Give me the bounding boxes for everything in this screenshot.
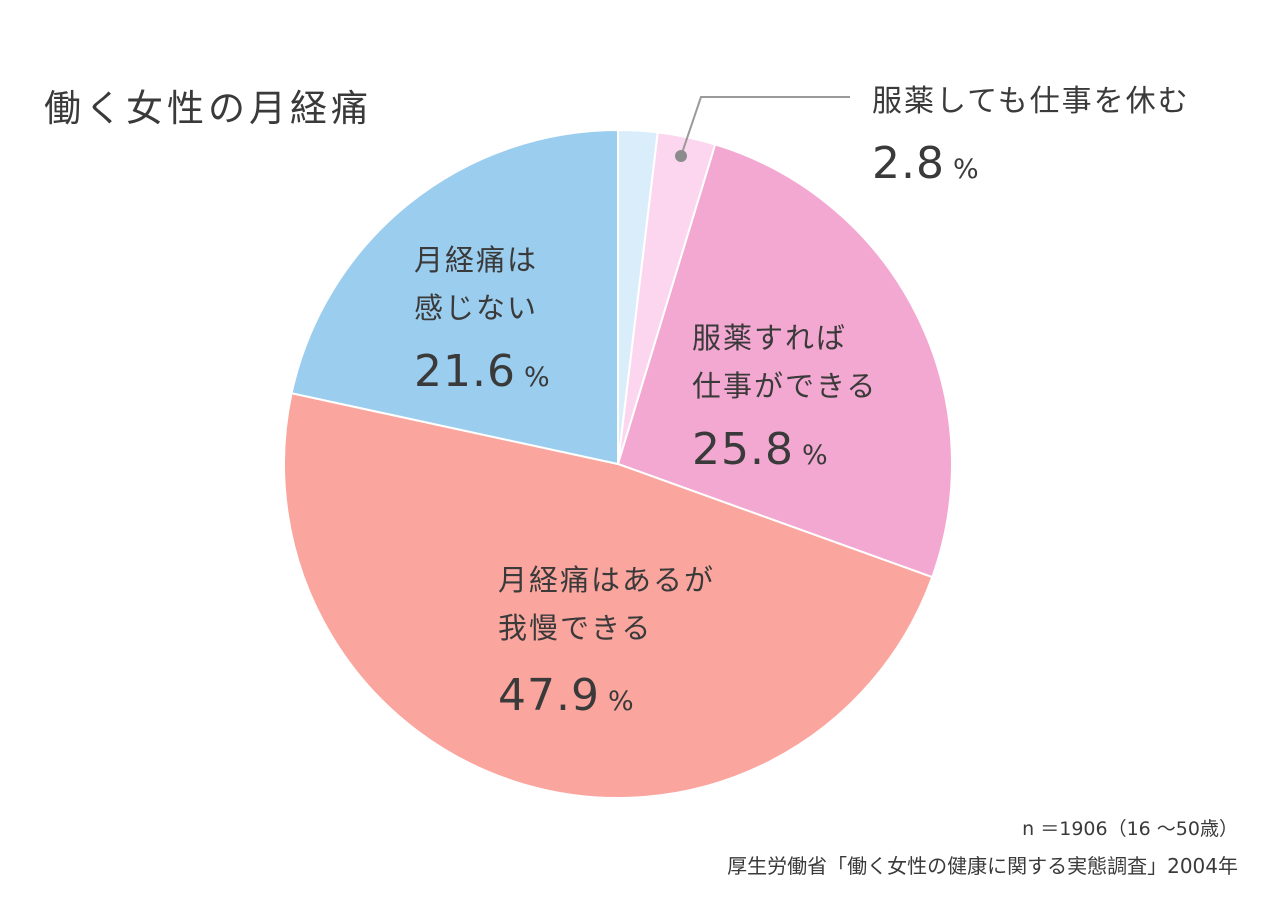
sample-size-note: n ＝1906（16 〜50歳）	[1022, 818, 1238, 840]
leader-line-group	[675, 96, 850, 162]
value-number: 21.6	[414, 346, 516, 397]
slice-label-work-with-medicine-line1: 服薬すれば	[692, 321, 848, 355]
percent-sign: %	[952, 154, 980, 185]
percent-sign: %	[801, 440, 829, 471]
value-number: 25.8	[692, 424, 794, 475]
slice-label-rest-from-work: 服薬しても仕事を休む	[872, 84, 1190, 119]
slice-label-bearable-line1: 月経痛はあるが	[498, 563, 716, 597]
slice-value-rest-from-work: 2.8%	[872, 138, 980, 189]
slice-label-bearable-line2: 我慢できる	[498, 611, 653, 645]
value-number: 47.9	[498, 670, 600, 721]
pie-slices	[283, 128, 953, 799]
source-note: 厚生労働省「働く女性の健康に関する実態調査」2004年	[727, 854, 1238, 878]
slice-work-with-medicine	[616, 143, 953, 579]
slice-value-bearable: 47.9%	[498, 670, 635, 721]
slice-value-no-pain: 21.6%	[414, 346, 551, 397]
slice-value-work-with-medicine: 25.8%	[692, 424, 829, 475]
slice-label-no-pain-line1: 月経痛は	[414, 243, 539, 277]
slice-no-pain	[290, 128, 619, 466]
leader-line	[680, 96, 850, 157]
slice-label-work-with-medicine-line2: 仕事ができる	[692, 369, 878, 403]
chart-title: 働く女性の月経痛	[44, 87, 372, 130]
leader-dot	[675, 150, 687, 162]
percent-sign: %	[607, 686, 635, 717]
percent-sign: %	[523, 362, 551, 393]
slice-bearable	[283, 392, 934, 799]
slice-label-no-pain-line2: 感じない	[414, 291, 539, 325]
value-number: 2.8	[872, 138, 945, 189]
